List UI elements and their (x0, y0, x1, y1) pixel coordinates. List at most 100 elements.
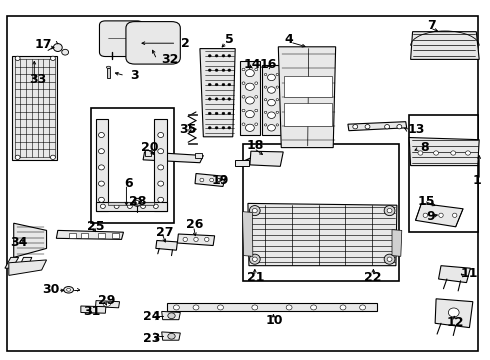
Polygon shape (348, 122, 407, 131)
Ellipse shape (158, 197, 164, 202)
Ellipse shape (384, 206, 395, 216)
Text: 5: 5 (225, 33, 234, 46)
Text: 19: 19 (212, 174, 229, 186)
Ellipse shape (158, 181, 164, 186)
Ellipse shape (183, 237, 188, 242)
Text: 24: 24 (143, 310, 161, 323)
Ellipse shape (135, 201, 139, 204)
Text: 15: 15 (417, 195, 435, 208)
Ellipse shape (245, 69, 254, 77)
Ellipse shape (365, 125, 370, 129)
Ellipse shape (193, 305, 199, 310)
Ellipse shape (215, 69, 218, 71)
Bar (284, 103, 332, 126)
Ellipse shape (62, 49, 69, 55)
Ellipse shape (242, 82, 245, 84)
Ellipse shape (98, 149, 104, 154)
Ellipse shape (222, 83, 225, 86)
Ellipse shape (205, 237, 209, 242)
Text: 23: 23 (143, 332, 161, 345)
Ellipse shape (265, 111, 267, 113)
Ellipse shape (173, 305, 179, 310)
Text: 32: 32 (161, 53, 178, 66)
Ellipse shape (265, 124, 267, 126)
Ellipse shape (98, 181, 104, 186)
Ellipse shape (141, 204, 146, 208)
Text: 2: 2 (181, 37, 190, 50)
Polygon shape (195, 174, 225, 186)
Ellipse shape (255, 68, 258, 71)
Ellipse shape (360, 305, 366, 310)
Ellipse shape (268, 87, 275, 93)
Polygon shape (162, 311, 180, 320)
Text: 25: 25 (87, 220, 105, 233)
Bar (243, 144, 399, 281)
Ellipse shape (222, 54, 225, 57)
Ellipse shape (252, 257, 257, 261)
Ellipse shape (168, 333, 175, 339)
Ellipse shape (98, 165, 104, 170)
Ellipse shape (100, 204, 105, 208)
Ellipse shape (218, 305, 223, 310)
Ellipse shape (387, 208, 392, 213)
Bar (188, 143, 197, 144)
Bar (112, 233, 119, 238)
Ellipse shape (265, 86, 267, 88)
Ellipse shape (200, 178, 204, 182)
Polygon shape (411, 32, 479, 59)
Polygon shape (243, 212, 253, 256)
Ellipse shape (222, 69, 225, 71)
Ellipse shape (64, 287, 74, 293)
Ellipse shape (215, 98, 218, 100)
Ellipse shape (439, 213, 443, 217)
Bar (262, 65, 281, 135)
Ellipse shape (228, 126, 231, 129)
Text: 22: 22 (364, 271, 381, 284)
Polygon shape (195, 153, 202, 158)
Bar (98, 233, 105, 238)
Polygon shape (409, 138, 479, 166)
Polygon shape (5, 257, 19, 268)
Polygon shape (81, 306, 106, 313)
Ellipse shape (228, 83, 231, 86)
Ellipse shape (67, 288, 71, 291)
Ellipse shape (340, 305, 346, 310)
Ellipse shape (245, 124, 254, 131)
Bar (91, 108, 174, 223)
Ellipse shape (245, 111, 254, 118)
Polygon shape (200, 49, 235, 137)
Polygon shape (145, 150, 151, 156)
Ellipse shape (268, 112, 275, 118)
Ellipse shape (218, 178, 221, 182)
Polygon shape (9, 260, 47, 275)
Ellipse shape (384, 254, 395, 264)
Bar (96, 119, 108, 211)
Text: 30: 30 (42, 283, 60, 296)
Ellipse shape (228, 98, 231, 100)
Ellipse shape (311, 305, 317, 310)
Text: 16: 16 (260, 58, 277, 71)
Text: 33: 33 (29, 73, 47, 86)
Ellipse shape (106, 66, 111, 68)
Ellipse shape (103, 302, 110, 306)
Bar (12, 56, 57, 160)
Text: 14: 14 (244, 58, 261, 71)
Bar (154, 119, 167, 211)
Ellipse shape (168, 313, 175, 319)
Bar (69, 233, 76, 238)
Ellipse shape (385, 125, 390, 129)
Ellipse shape (242, 123, 245, 125)
Ellipse shape (453, 213, 457, 217)
Bar (188, 114, 197, 115)
Ellipse shape (276, 124, 278, 126)
Bar (240, 61, 260, 135)
Polygon shape (439, 266, 470, 283)
Text: 7: 7 (427, 19, 436, 32)
Ellipse shape (418, 151, 423, 155)
Text: 11: 11 (461, 267, 478, 280)
Text: 17: 17 (34, 39, 52, 51)
Polygon shape (56, 230, 123, 239)
Bar (96, 202, 167, 211)
Text: 26: 26 (186, 219, 204, 231)
Ellipse shape (133, 198, 142, 206)
